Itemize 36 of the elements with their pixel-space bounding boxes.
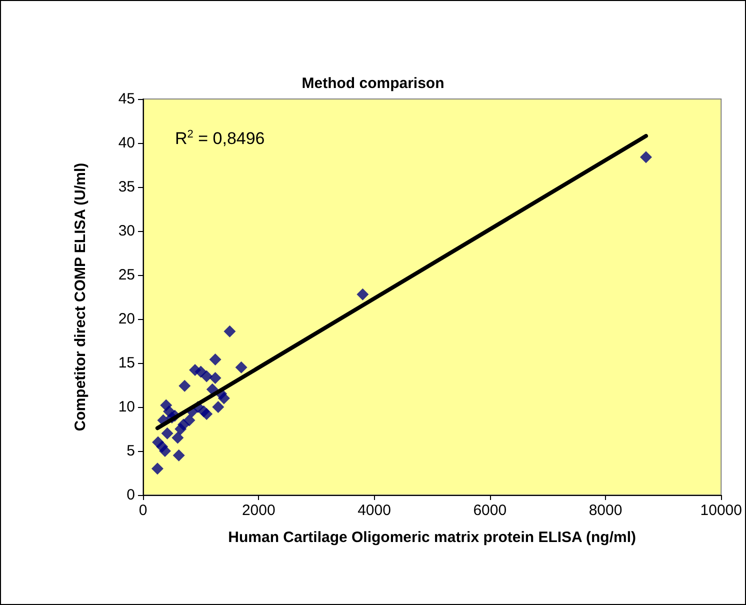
y-tick-label: 0: [126, 486, 135, 504]
y-axis-title: Competitor direct COMP ELISA (U/ml): [72, 162, 89, 432]
y-tick-label: 45: [118, 90, 135, 108]
point: [151, 462, 164, 475]
chart-title: Method comparison: [302, 75, 444, 92]
point: [158, 445, 171, 457]
point: [200, 370, 213, 382]
x-tick-label: 8000: [588, 502, 622, 519]
point: [161, 427, 174, 440]
point: [183, 414, 196, 426]
point: [224, 325, 236, 338]
point: [356, 288, 369, 300]
x-axis-title: Human Cartilage Oligomeric matrix protein ELISA (ng/ml): [228, 529, 636, 546]
point: [218, 392, 230, 404]
point: [178, 380, 191, 392]
y-tick-label: 20: [118, 310, 135, 328]
point: [172, 432, 184, 444]
y-tick-label: 5: [126, 442, 135, 460]
point: [209, 353, 222, 366]
point: [200, 408, 213, 420]
y-tick-label: 35: [118, 178, 135, 196]
x-tick-label: 4000: [358, 502, 391, 519]
x-tick-label: 2000: [242, 502, 276, 519]
y-tick-label: 40: [118, 134, 135, 152]
y-tick-label: 10: [118, 398, 135, 416]
point: [235, 361, 248, 374]
point: [640, 151, 652, 164]
point: [212, 401, 224, 413]
y-tick-label: 25: [118, 266, 135, 284]
x-tick-label: 0: [138, 502, 148, 519]
point: [209, 372, 222, 384]
point: [172, 449, 185, 462]
x-tick-label: 6000: [473, 502, 507, 519]
y-tick-label: 15: [118, 354, 135, 372]
y-tick-label: 30: [118, 222, 135, 240]
x-tick-label: 10000: [700, 502, 742, 519]
